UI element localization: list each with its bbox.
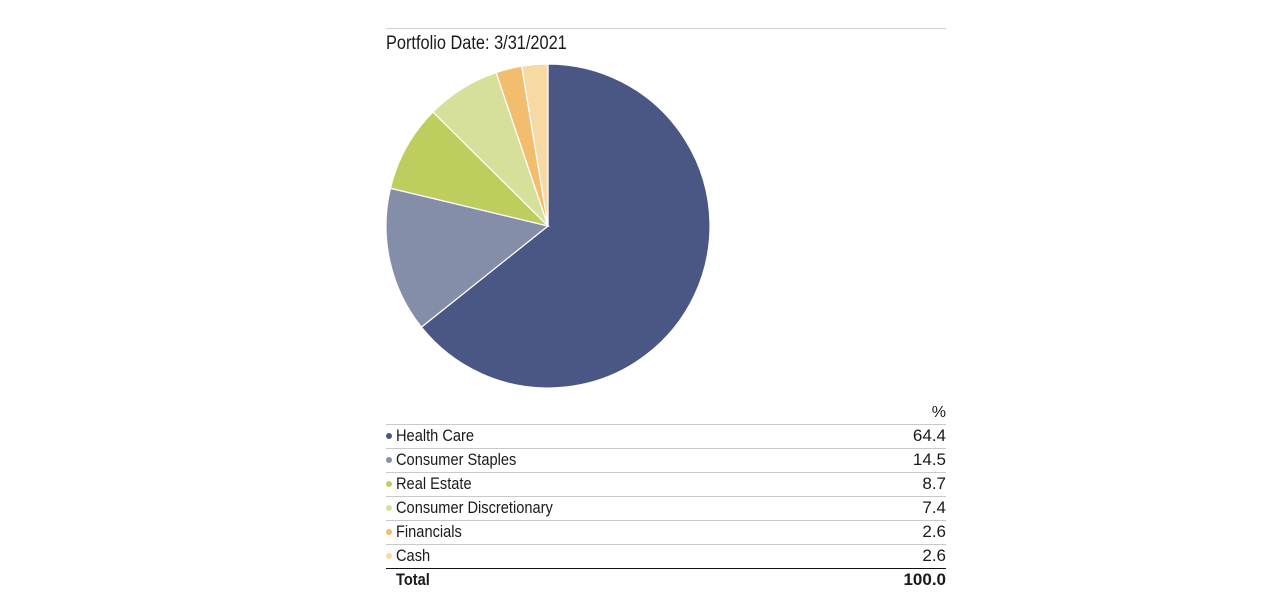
table-row: Consumer Discretionary 7.4 <box>386 496 946 520</box>
legend-dot <box>386 457 392 463</box>
table-row: Real Estate 8.7 <box>386 472 946 496</box>
unit-header: % <box>931 404 946 421</box>
row-label: Real Estate <box>396 474 472 493</box>
row-label: Cash <box>396 546 431 565</box>
row-value: 64.4 <box>912 426 946 445</box>
pie-chart <box>386 64 710 388</box>
table-header: % <box>386 402 946 424</box>
row-label: Consumer Discretionary <box>396 498 553 517</box>
total-value: 100.0 <box>903 570 946 589</box>
legend-dot <box>386 529 392 535</box>
table-rows: Health Care 64.4 Consumer Staples 14.5 Real … <box>386 424 946 568</box>
legend-dot <box>386 433 392 439</box>
table-row: Cash 2.6 <box>386 544 946 568</box>
row-label: Health Care <box>396 426 475 445</box>
row-value: 2.6 <box>922 522 946 541</box>
table-row: Financials 2.6 <box>386 520 946 544</box>
row-value: 2.6 <box>922 546 946 565</box>
pie-slice-real-estate <box>389 111 550 228</box>
total-label: Total <box>396 570 430 589</box>
top-divider <box>386 28 946 29</box>
row-label: Financials <box>396 522 462 541</box>
total-row: Total 100.0 <box>386 568 946 592</box>
legend-dot <box>386 505 392 511</box>
table-row: Health Care 64.4 <box>386 424 946 448</box>
portfolio-date-label: Portfolio Date: 3/31/2021 <box>386 33 567 54</box>
pie-slice-health-care <box>420 64 710 388</box>
table-row: Consumer Staples 14.5 <box>386 448 946 472</box>
row-value: 8.7 <box>922 474 946 493</box>
row-value: 7.4 <box>922 498 946 517</box>
pie-slice-consumer-staples <box>386 187 550 328</box>
legend-dot <box>386 481 392 487</box>
legend-dot <box>386 553 392 559</box>
pie-slice-cash <box>521 64 549 227</box>
row-value: 14.5 <box>912 450 946 469</box>
row-label: Consumer Staples <box>396 450 517 469</box>
allocation-table: % Health Care 64.4 Consumer Staples 14.5 Rea… <box>386 402 946 592</box>
